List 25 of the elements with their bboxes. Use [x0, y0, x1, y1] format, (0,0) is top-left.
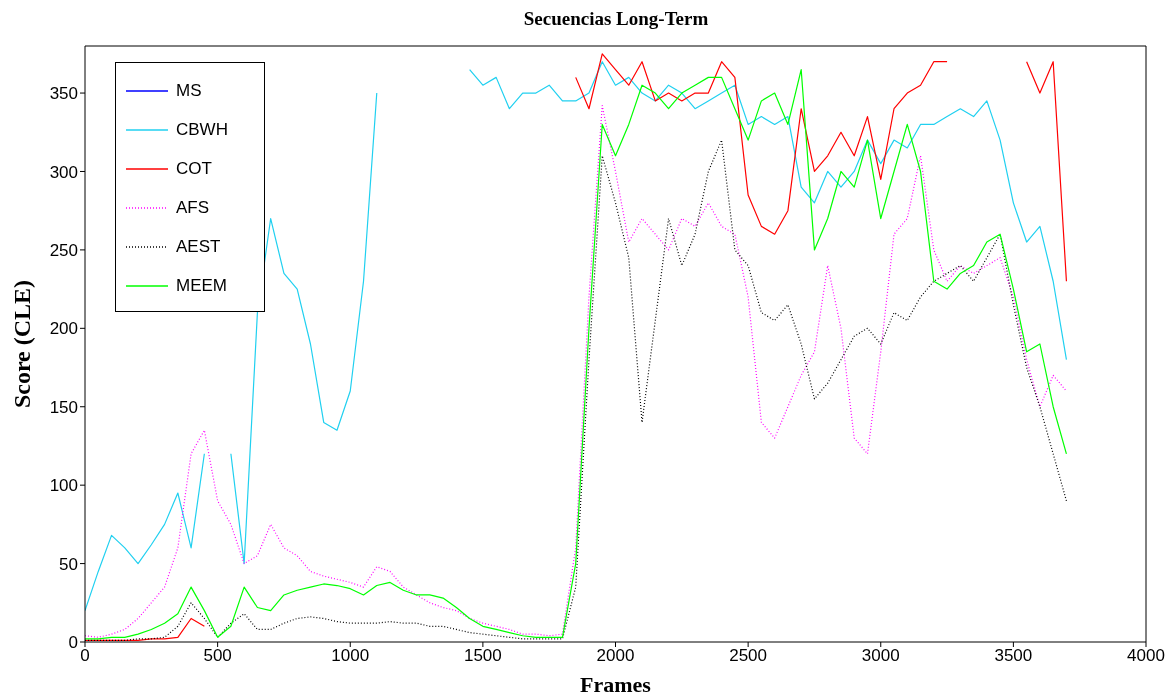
y-tick-label: 100: [49, 476, 78, 496]
y-tick-label: 0: [68, 633, 78, 653]
y-tick-label: 50: [59, 554, 78, 574]
x-tick-label: 2500: [729, 646, 768, 666]
y-axis-title: Score (CLE): [8, 279, 35, 409]
chart-title: Secuencias Long-Term: [522, 8, 710, 30]
legend-label: AFS: [176, 197, 210, 218]
x-tick-label: 2000: [596, 646, 635, 666]
legend-label: MS: [176, 80, 202, 101]
x-axis-title: Frames: [580, 672, 652, 697]
x-tick-label: 1500: [463, 646, 502, 666]
x-tick-label: 1000: [331, 646, 370, 666]
legend-label: CBWH: [176, 119, 228, 140]
x-tick-label: 3000: [861, 646, 900, 666]
x-tick-label: 3500: [994, 646, 1033, 666]
y-tick-label: 150: [49, 397, 78, 417]
x-tick-label: 500: [203, 646, 232, 666]
legend-label: AEST: [176, 236, 221, 257]
y-tick-label: 350: [49, 84, 78, 104]
y-tick-label: 200: [49, 319, 78, 339]
legend-label: COT: [176, 158, 212, 179]
y-tick-label: 250: [49, 240, 78, 260]
y-tick-label: 300: [49, 162, 78, 182]
x-tick-label: 4000: [1127, 646, 1165, 666]
legend-label: MEEM: [176, 275, 227, 296]
